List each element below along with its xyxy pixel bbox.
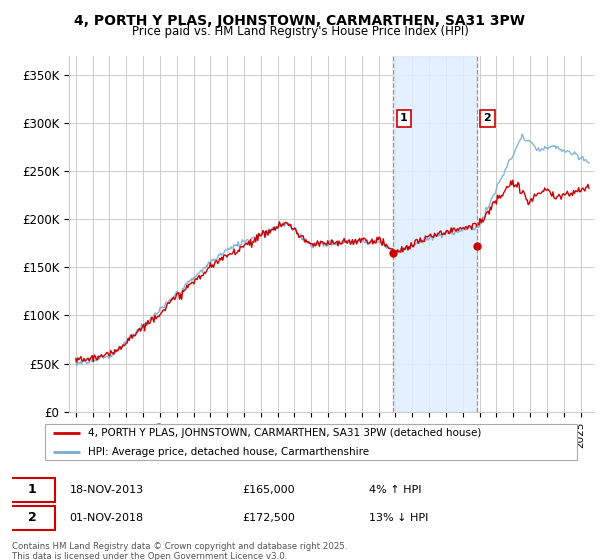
Bar xyxy=(394,56,477,412)
Text: 1: 1 xyxy=(28,483,37,496)
Text: £165,000: £165,000 xyxy=(242,484,295,494)
FancyBboxPatch shape xyxy=(9,478,55,502)
Text: HPI: Average price, detached house, Carmarthenshire: HPI: Average price, detached house, Carm… xyxy=(88,447,369,457)
Text: 4, PORTH Y PLAS, JOHNSTOWN, CARMARTHEN, SA31 3PW: 4, PORTH Y PLAS, JOHNSTOWN, CARMARTHEN, … xyxy=(74,14,526,28)
Text: 4% ↑ HPI: 4% ↑ HPI xyxy=(369,484,422,494)
Text: 1: 1 xyxy=(400,114,408,123)
FancyBboxPatch shape xyxy=(45,424,577,460)
Text: £172,500: £172,500 xyxy=(242,513,295,523)
Text: 18-NOV-2013: 18-NOV-2013 xyxy=(70,484,144,494)
Text: Contains HM Land Registry data © Crown copyright and database right 2025.
This d: Contains HM Land Registry data © Crown c… xyxy=(12,542,347,560)
FancyBboxPatch shape xyxy=(9,506,55,530)
Text: 4, PORTH Y PLAS, JOHNSTOWN, CARMARTHEN, SA31 3PW (detached house): 4, PORTH Y PLAS, JOHNSTOWN, CARMARTHEN, … xyxy=(88,428,481,438)
Text: 01-NOV-2018: 01-NOV-2018 xyxy=(70,513,144,523)
Text: 2: 2 xyxy=(28,511,37,525)
Text: 13% ↓ HPI: 13% ↓ HPI xyxy=(369,513,428,523)
Text: Price paid vs. HM Land Registry's House Price Index (HPI): Price paid vs. HM Land Registry's House … xyxy=(131,25,469,38)
Text: 2: 2 xyxy=(484,114,491,123)
